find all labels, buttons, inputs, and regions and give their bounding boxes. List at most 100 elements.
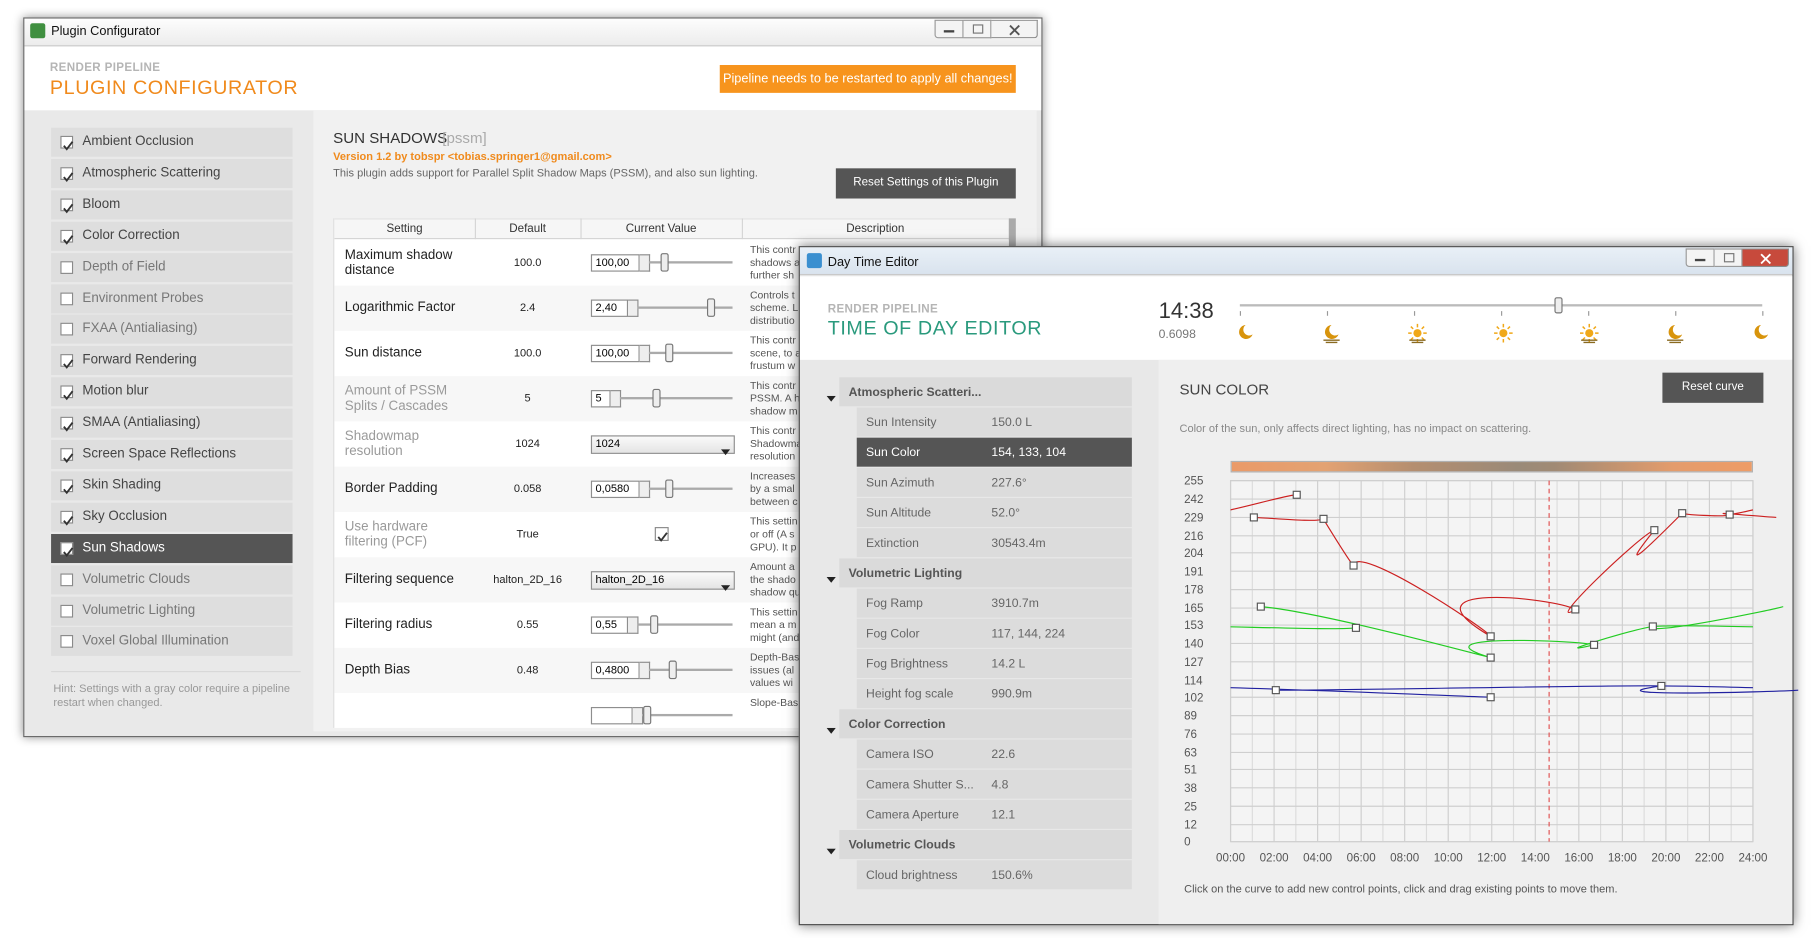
setting-row[interactable] [856,498,1132,528]
plugin-item[interactable] [51,190,293,220]
plugin-checkbox[interactable] [60,541,74,557]
plugin-item[interactable] [51,439,293,470]
setting-name: Cloud brightness [866,868,958,883]
dropdown[interactable]: 1024 [590,435,735,454]
plugin-item[interactable] [51,502,293,532]
slider-knob[interactable] [652,388,661,408]
plugin-item[interactable] [51,221,293,251]
spin-box[interactable]: 0,4800 [590,661,640,680]
minimize-button[interactable] [1685,248,1715,268]
plugin-item[interactable] [51,596,293,626]
reset-curve-button[interactable]: Reset curve [1662,372,1764,403]
slider-knob[interactable] [660,253,669,272]
dropdown-arrow [720,577,731,591]
plugin-item[interactable] [51,346,293,376]
setting-row[interactable] [856,739,1132,769]
plugin-item[interactable] [51,315,293,345]
hint-divider [51,671,301,673]
setting-value: 52.0° [991,506,1021,521]
setting-row[interactable] [856,769,1132,799]
arrow [826,848,836,855]
close-button[interactable] [991,19,1038,39]
plugin-item[interactable] [51,564,293,594]
hint: Hint: Settings with a gray color require… [53,682,291,710]
group-toggle[interactable] [826,388,836,402]
plugin-item[interactable] [51,627,293,657]
spin-box[interactable]: 100,00 [590,344,640,363]
setting-row[interactable] [856,618,1132,648]
spin-box[interactable] [590,706,633,725]
spin-box[interactable]: 0,0580 [590,480,640,499]
plugin-item[interactable] [51,377,293,407]
plugin-checkbox[interactable] [60,229,74,245]
dropdown[interactable]: halton_2D_16 [590,571,735,590]
arrow-shape [720,585,731,591]
group-toggle[interactable] [826,720,836,734]
plugin-checkbox[interactable] [60,291,74,305]
plugin-checkbox[interactable] [60,323,74,336]
plugin-checkbox[interactable] [60,260,74,274]
time-slider-knob[interactable] [1554,297,1564,314]
plugin-checkbox[interactable] [60,135,74,151]
plugin-checkbox[interactable] [60,479,74,495]
setting-row[interactable] [856,467,1132,497]
sun [1413,329,1422,338]
setting-value: 22.6 [991,747,1016,762]
setting-row[interactable] [856,648,1132,678]
setting-row[interactable] [856,437,1132,467]
time-icon [1665,323,1686,344]
slider-knob[interactable] [665,479,674,499]
plugin-checkbox[interactable] [60,385,74,401]
setting-row[interactable] [856,799,1132,829]
icon [1754,325,1769,339]
plugin-item[interactable] [51,252,293,282]
setting-row[interactable] [856,407,1132,437]
setting-description: shadow qu [749,586,801,598]
spin-box[interactable]: 5 [590,390,611,408]
group-toggle[interactable] [826,840,836,855]
setting-row[interactable] [856,588,1132,618]
plugin-checkbox[interactable] [60,416,74,432]
slider-track [637,623,733,626]
setting-row[interactable] [856,679,1132,709]
maximize-button[interactable] [1714,248,1743,268]
plugin-item[interactable] [51,408,293,438]
setting-checkbox[interactable] [654,527,669,542]
plugin-item[interactable] [51,533,293,563]
plugin-item[interactable] [51,127,293,157]
maximize-button[interactable] [963,19,992,39]
slider-knob[interactable] [665,343,674,363]
curve-hint: Click on the curve to add new control po… [1184,883,1618,897]
plugin-checkbox[interactable] [60,573,74,586]
setting-row[interactable] [856,860,1132,890]
close-button[interactable] [1742,248,1789,268]
plugin-item[interactable] [51,283,293,313]
plugin-checkbox[interactable] [60,448,74,463]
slider-knob[interactable] [650,615,659,634]
plugin-item[interactable] [51,471,293,501]
spin-box[interactable]: 2,40 [590,299,629,317]
plugin-checkbox[interactable] [60,354,74,370]
setting-description: This settin [749,605,798,618]
plugin-checkbox[interactable] [60,604,74,618]
plugin-checkbox[interactable] [60,198,74,214]
group-toggle[interactable] [826,569,836,583]
slider-knob[interactable] [643,705,652,725]
slider-knob[interactable] [668,660,677,680]
setting-name: Sun Altitude [866,506,932,521]
setting-default: 100.0 [513,256,542,270]
column-header: Current Value [625,222,697,236]
plugin-checkbox[interactable] [60,510,74,526]
setting-row[interactable] [856,528,1132,558]
plugin-name: Color Correction [82,228,180,243]
plugin-checkbox[interactable] [60,635,74,649]
spin-box[interactable]: 100,00 [590,254,640,272]
slider-knob[interactable] [706,298,716,317]
minimize-button[interactable] [934,19,964,39]
setting-value: 150.6% [991,868,1033,883]
reset-plugin-button[interactable]: Reset Settings of this Plugin [835,168,1016,199]
spin-box[interactable]: 0,55 [590,616,629,634]
plugin-item[interactable] [51,158,293,188]
setting-name: Camera Aperture [866,807,959,822]
plugin-checkbox[interactable] [60,167,74,182]
